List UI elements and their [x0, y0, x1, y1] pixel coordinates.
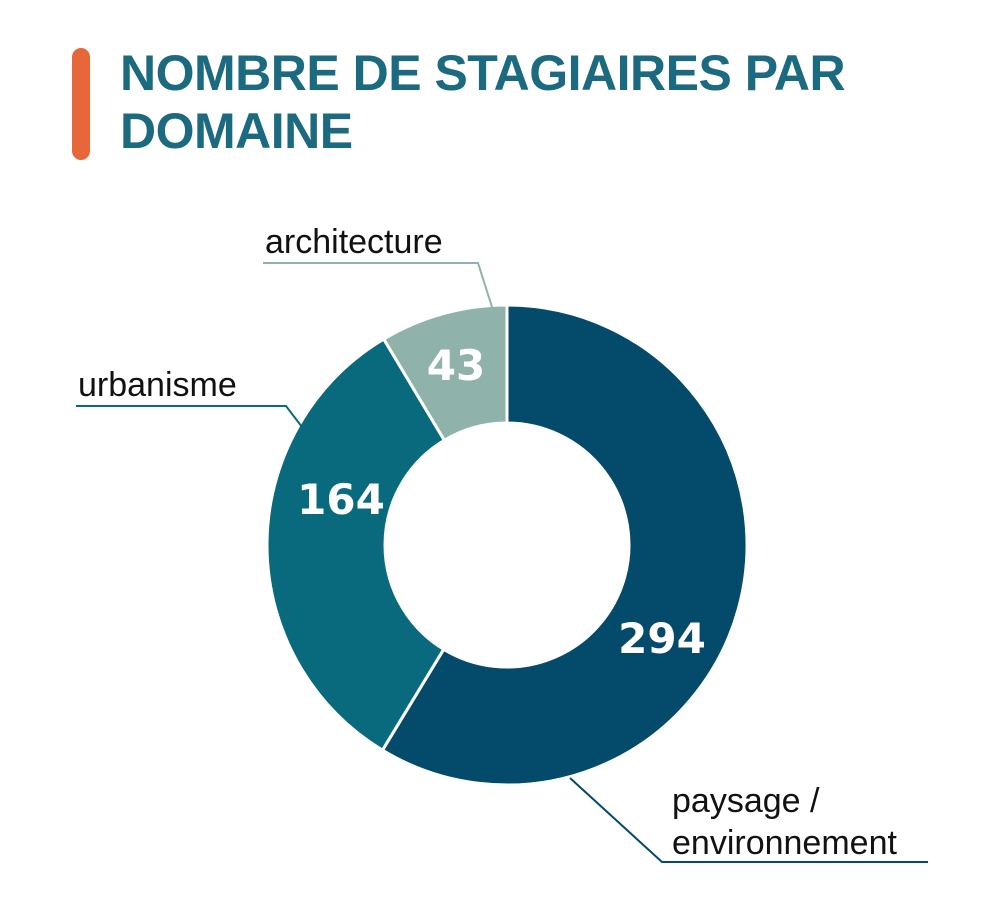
- title-accent-bar: [72, 48, 90, 160]
- slice-connector-paysage: [569, 777, 928, 863]
- donut-slice-paysage: [380, 303, 749, 787]
- slice-label-paysage: paysage / environnement: [672, 782, 897, 862]
- chart-title-line-1: NOMBRE DE STAGIAIRES PAR: [120, 45, 846, 101]
- slice-label-architecture: architecture: [265, 223, 443, 261]
- slice-connector-architecture: [263, 262, 493, 308]
- chart-title-line-2: DOMAINE: [120, 103, 353, 159]
- donut-slice-architecture: [381, 303, 509, 443]
- donut-slice-urbanisme: [265, 337, 447, 753]
- slice-label-urbanisme: urbanisme: [78, 366, 237, 404]
- slice-connector-urbanisme: [76, 405, 303, 428]
- slice-value-architecture: 43: [427, 341, 485, 390]
- slice-value-urbanisme: 164: [297, 475, 385, 524]
- slice-value-paysage: 294: [618, 614, 706, 663]
- chart-title: NOMBRE DE STAGIAIRES PAR DOMAINE: [120, 44, 920, 160]
